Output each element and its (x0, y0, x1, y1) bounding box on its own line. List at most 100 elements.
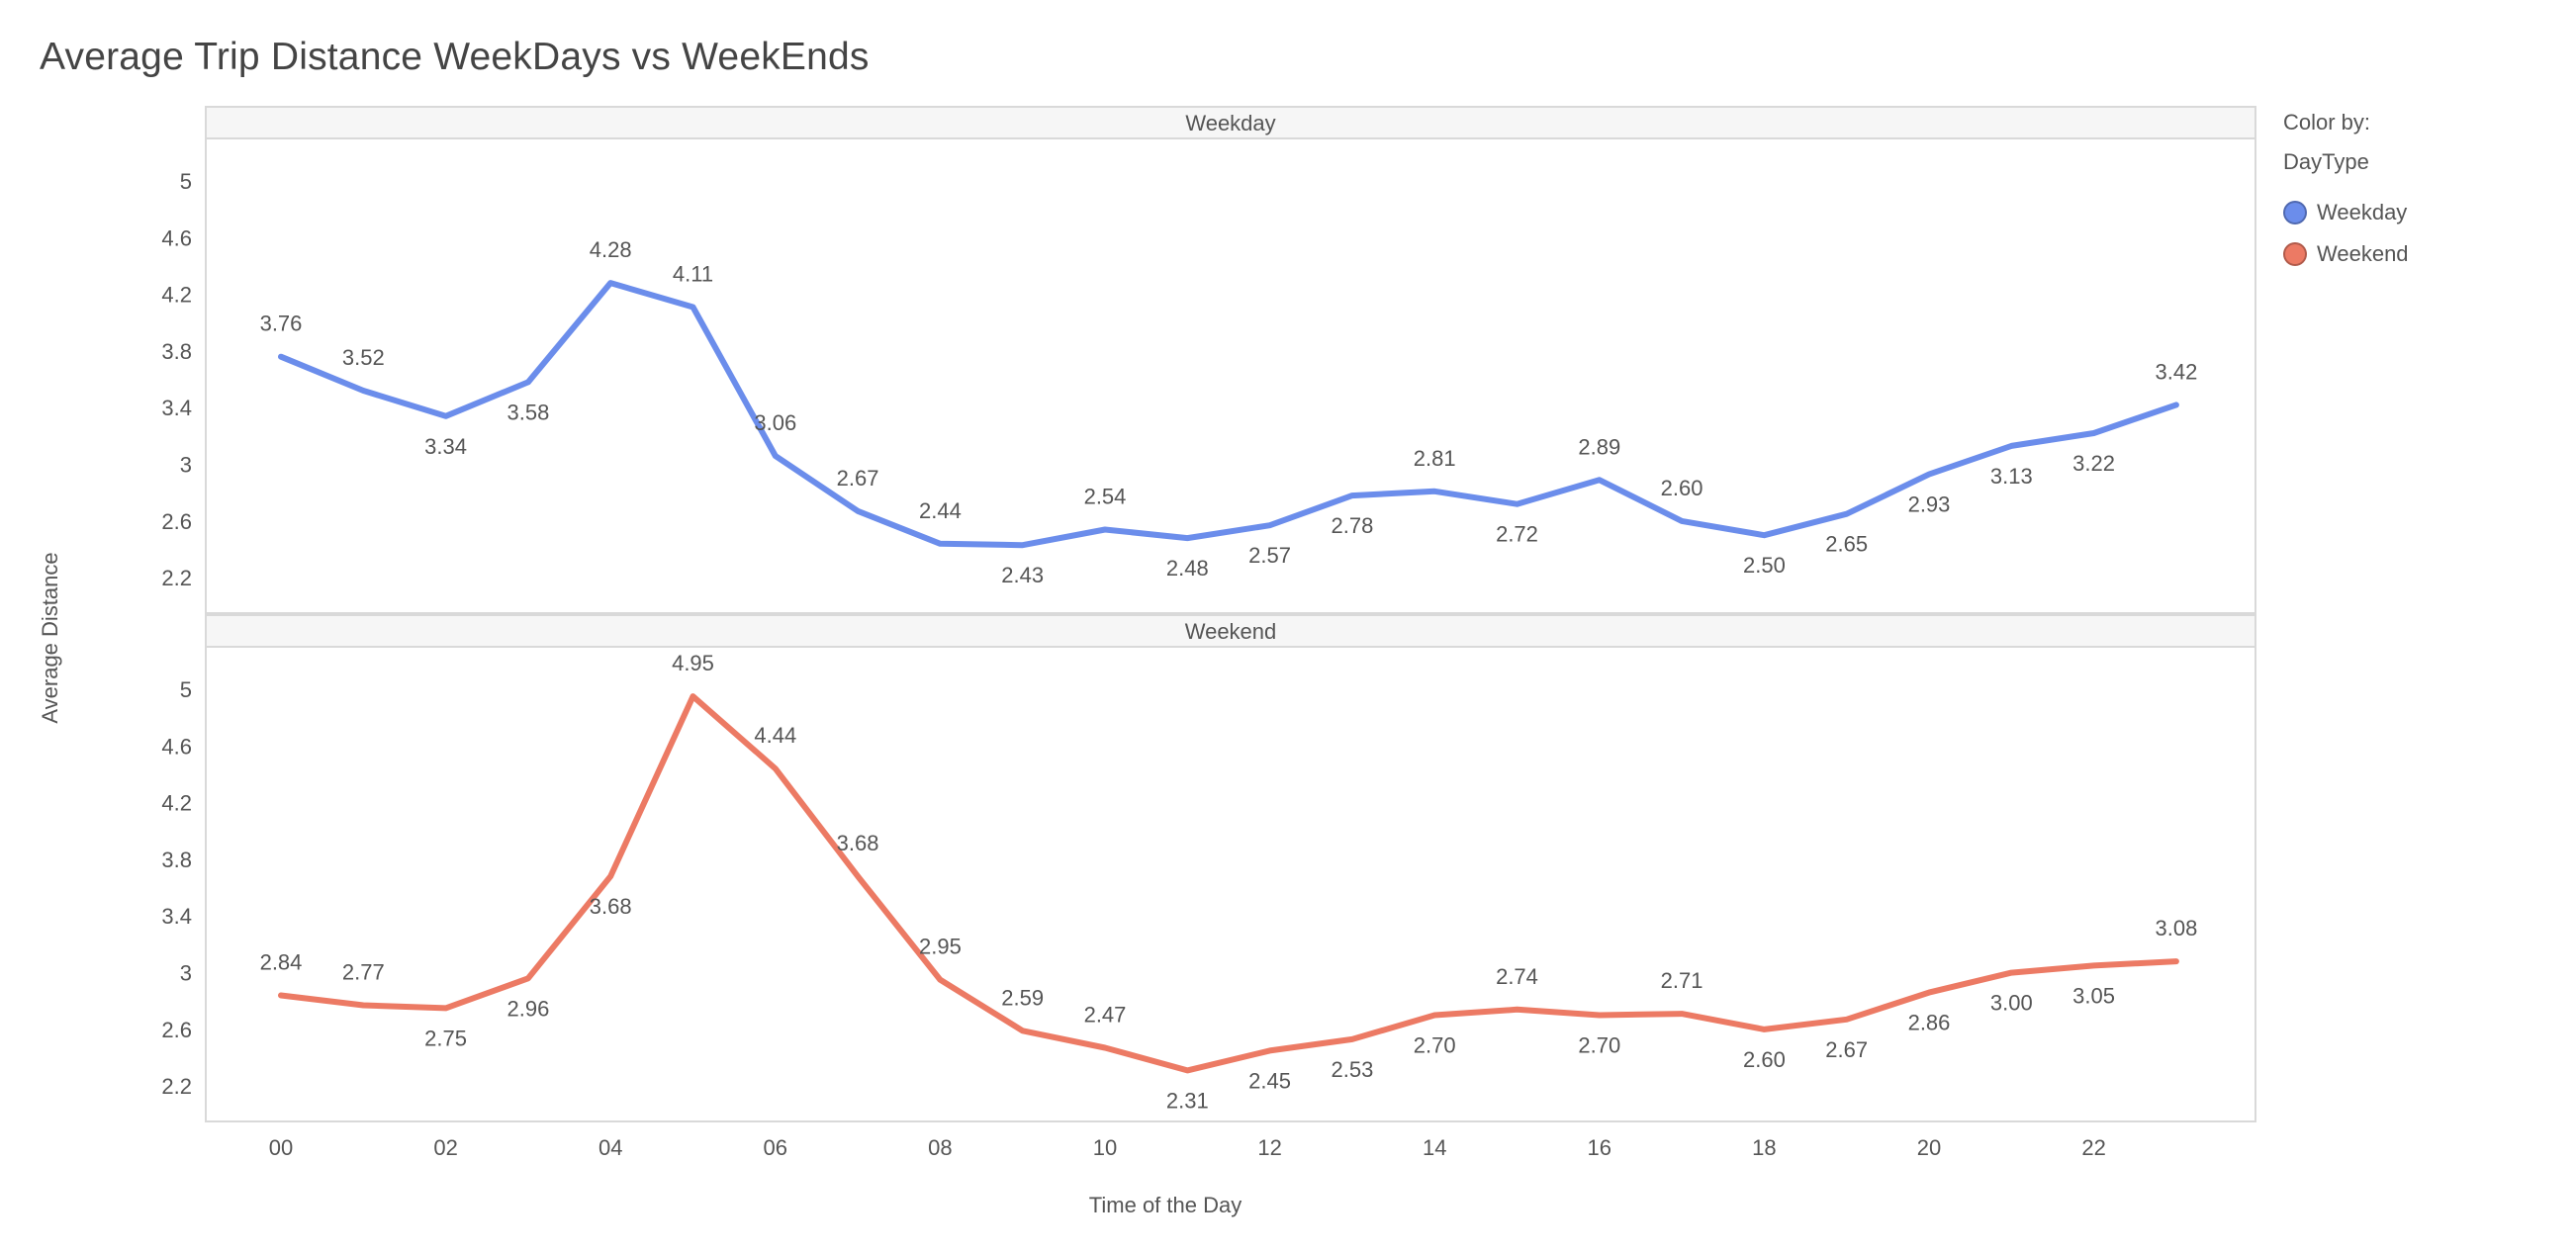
y-tick-label: 3.4 (161, 396, 192, 420)
data-label-weekend: 2.84 (260, 949, 303, 974)
data-label-weekend: 2.70 (1414, 1033, 1456, 1058)
data-label-weekend: 2.53 (1331, 1057, 1373, 1082)
y-tick-label: 3.8 (161, 848, 192, 872)
legend-label-weekday: Weekday (2317, 200, 2408, 224)
data-label-weekday: 2.44 (919, 498, 962, 523)
y-tick-label: 4.6 (161, 225, 192, 250)
x-tick-label: 20 (1917, 1135, 1941, 1160)
x-axis-title: Time of the Day (1089, 1193, 1242, 1217)
panel-header-weekday (205, 106, 2256, 139)
data-label-weekend: 4.95 (672, 651, 714, 675)
y-tick-label: 4.2 (161, 791, 192, 816)
data-label-weekday: 3.42 (2155, 359, 2197, 384)
data-label-weekend: 2.60 (1743, 1047, 1786, 1072)
data-label-weekday: 2.89 (1578, 434, 1620, 459)
data-label-weekend: 2.47 (1084, 1002, 1127, 1027)
legend-swatch-weekend (2283, 242, 2307, 266)
data-label-weekday: 4.28 (590, 237, 632, 262)
panel-title-weekday: Weekday (1185, 111, 1275, 135)
data-label-weekday: 3.58 (506, 400, 549, 424)
y-tick-label: 5 (180, 169, 192, 194)
data-label-weekday: 3.22 (2072, 451, 2115, 476)
panel-frame-weekday (205, 137, 2256, 614)
x-tick-label: 04 (598, 1135, 622, 1160)
data-label-weekday: 2.48 (1166, 556, 1209, 581)
data-label-weekday: 2.72 (1496, 522, 1538, 547)
panel-title-weekend: Weekend (1185, 619, 1277, 644)
y-tick-label: 3 (180, 453, 192, 478)
y-tick-label: 5 (180, 677, 192, 702)
y-tick-label: 3.8 (161, 339, 192, 364)
data-label-weekend: 2.71 (1661, 968, 1703, 993)
series-line-weekday[interactable] (278, 280, 2179, 549)
data-label-weekend: 3.68 (837, 831, 879, 855)
data-label-weekend: 2.95 (919, 935, 962, 959)
data-label-weekday: 2.54 (1084, 484, 1127, 508)
x-axis: 00 02 04 06 08 10 12 14 16 18 20 22 (269, 1135, 2106, 1160)
panel-header-weekend (205, 614, 2256, 648)
panel-frame-weekend (205, 646, 2256, 1122)
data-label-weekend: 3.08 (2155, 916, 2197, 940)
legend: Color by: DayType Weekday Weekend (2283, 103, 2409, 275)
x-tick-label: 18 (1752, 1135, 1776, 1160)
legend-item-weekday[interactable]: Weekday (2283, 192, 2409, 233)
chart-title: Average Trip Distance WeekDays vs WeekEn… (40, 36, 870, 78)
data-label-weekend: 2.86 (1908, 1011, 1951, 1035)
data-label-weekday: 2.67 (837, 466, 879, 491)
legend-caption-daytype: DayType (2283, 149, 2369, 174)
y-tick-label: 2.6 (161, 1018, 192, 1042)
y-axis-title: Average Distance (38, 552, 62, 723)
y-tick-label: 4.6 (161, 734, 192, 759)
data-label-weekday: 2.81 (1414, 446, 1456, 471)
x-tick-label: 08 (928, 1135, 952, 1160)
x-tick-label: 06 (764, 1135, 787, 1160)
x-tick-label: 16 (1588, 1135, 1611, 1160)
legend-items: Weekday Weekend (2283, 192, 2409, 275)
x-tick-label: 12 (1257, 1135, 1281, 1160)
data-label-weekday: 2.65 (1825, 532, 1868, 557)
data-label-weekday: 3.34 (424, 434, 467, 459)
data-label-weekday: 2.78 (1331, 513, 1373, 538)
data-label-weekend: 2.77 (342, 960, 385, 985)
data-label-weekday: 3.06 (754, 410, 796, 435)
legend-item-weekend[interactable]: Weekend (2283, 233, 2409, 275)
legend-label-weekend: Weekend (2317, 241, 2409, 266)
data-label-weekday: 4.11 (673, 262, 713, 287)
data-label-weekend: 4.44 (754, 723, 796, 748)
legend-caption-color-by: Color by: (2283, 110, 2371, 134)
data-label-weekend: 2.74 (1496, 964, 1538, 989)
series-line-weekend[interactable] (278, 693, 2179, 1074)
x-tick-label: 10 (1093, 1135, 1117, 1160)
data-label-weekend: 2.70 (1578, 1033, 1620, 1058)
x-tick-label: 14 (1423, 1135, 1446, 1160)
data-label-weekend: 2.75 (424, 1026, 467, 1050)
y-tick-label: 3.4 (161, 904, 192, 929)
y-tick-label: 2.2 (161, 566, 192, 590)
data-label-weekday: 2.43 (1001, 563, 1044, 587)
data-label-weekend: 2.96 (506, 996, 549, 1021)
data-label-weekday: 3.52 (342, 345, 385, 370)
data-label-weekday: 2.57 (1248, 543, 1291, 568)
x-tick-label: 02 (433, 1135, 457, 1160)
panels-group: Weekday 2.2 2.6 3 3.4 3.8 4.2 4.6 5 3.76 3.52 3.34 3… (161, 106, 2256, 1122)
panel-weekday: Weekday 2.2 2.6 3 3.4 3.8 4.2 4.6 5 3.76 3.52 3.34 3… (161, 106, 2256, 614)
y-tick-label: 2.2 (161, 1074, 192, 1099)
data-label-weekend: 2.67 (1825, 1037, 1868, 1062)
x-tick-label: 22 (2081, 1135, 2105, 1160)
data-label-weekend: 2.59 (1001, 985, 1044, 1010)
y-tick-label: 3 (180, 961, 192, 986)
panel-weekend: Weekend 2.2 2.6 3 3.4 3.8 4.2 4.6 5 2.84 2.77 2.75 2… (161, 614, 2256, 1122)
y-tick-label: 2.6 (161, 509, 192, 534)
data-label-weekday: 2.50 (1743, 553, 1786, 578)
data-label-weekend: 2.45 (1248, 1068, 1291, 1093)
data-label-weekday: 2.60 (1661, 476, 1703, 500)
data-label-weekend: 3.00 (1990, 991, 2033, 1016)
data-label-weekday: 3.13 (1990, 464, 2033, 489)
data-label-weekend: 2.31 (1166, 1088, 1209, 1113)
y-tick-label: 4.2 (161, 283, 192, 308)
data-label-weekend: 3.68 (590, 894, 632, 919)
legend-swatch-weekday (2283, 201, 2307, 224)
data-label-weekday: 3.76 (260, 312, 303, 336)
data-label-weekend: 3.05 (2072, 983, 2115, 1008)
